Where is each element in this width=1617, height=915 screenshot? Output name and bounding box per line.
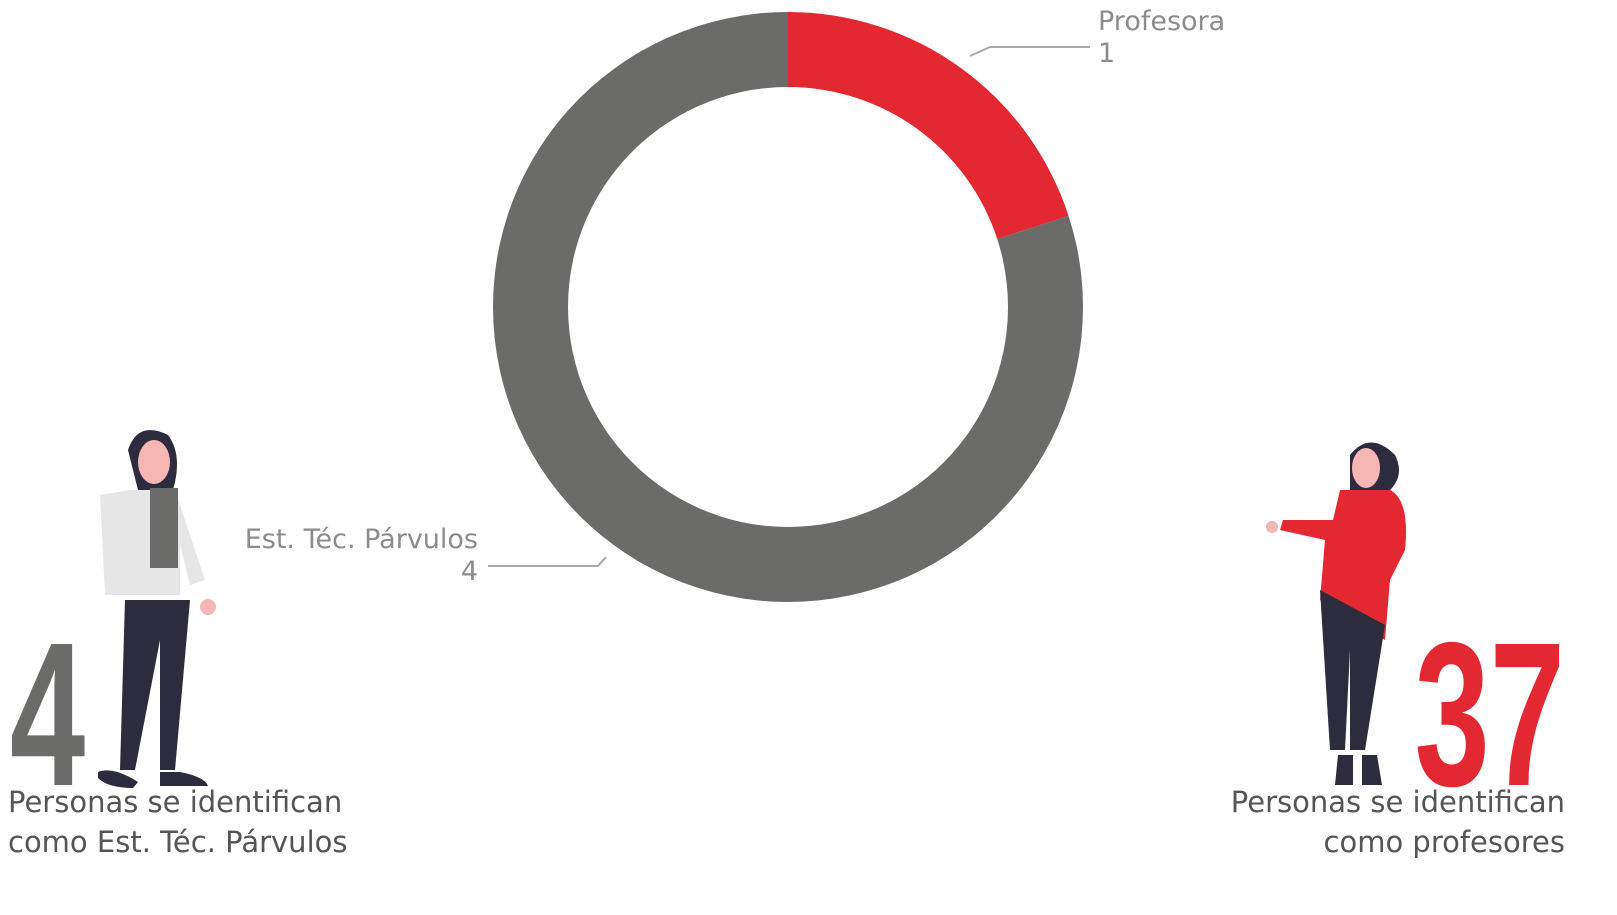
stat-caption: como Est. Téc. Párvulos <box>8 825 347 859</box>
illustration-right <box>1266 442 1406 785</box>
illustration-left <box>98 430 216 788</box>
leader-line <box>969 46 1090 57</box>
leader-line <box>488 556 607 567</box>
stat-caption: Personas se identifican <box>1231 785 1565 819</box>
stat-number: 4 <box>10 600 85 829</box>
slice-value: 1 <box>1098 38 1115 69</box>
slice-label: Est. Téc. Párvulos <box>245 524 478 555</box>
stat-number-group: 37 <box>1415 600 1565 829</box>
stat-caption: como profesores <box>1324 825 1565 859</box>
slice-label: Profesora <box>1098 6 1225 37</box>
stat-number: 37 <box>1415 600 1565 829</box>
donut-slice <box>788 12 1069 240</box>
slice-value: 4 <box>461 556 478 587</box>
stat-caption: Personas se identifican <box>8 785 342 819</box>
stat-number-group: 4 <box>10 600 85 829</box>
